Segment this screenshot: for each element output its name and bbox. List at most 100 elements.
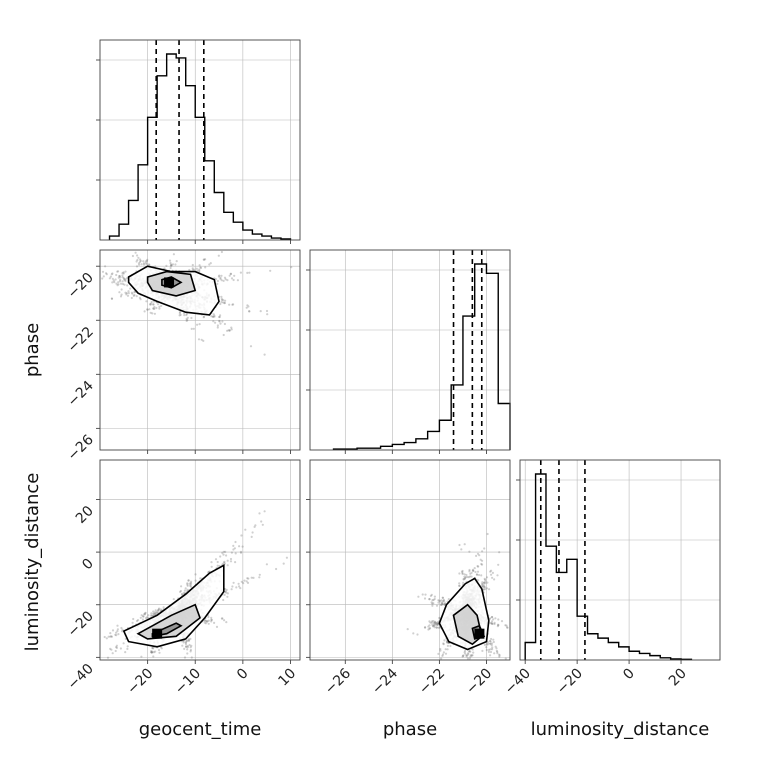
scatter-0-point <box>138 263 141 266</box>
scatter-2-point <box>458 582 461 585</box>
scatter-2-point <box>472 569 475 573</box>
scatter-1-point <box>260 520 263 523</box>
scatter-2-point <box>500 620 504 623</box>
scatter-1-point <box>110 635 113 638</box>
scatter-1-point <box>203 619 206 622</box>
hist-2-steps <box>524 473 693 661</box>
scatter-0-point <box>117 281 120 284</box>
scatter-2-point <box>505 624 508 627</box>
scatter-2-point <box>437 652 440 656</box>
scatter-0-point <box>185 319 188 322</box>
scatter-0-point <box>211 315 214 318</box>
scatter-0-point <box>131 254 134 258</box>
scatter-2-point <box>489 617 492 620</box>
scatter-0-point <box>229 272 232 275</box>
scatter-2-point <box>441 653 445 656</box>
scatter-0-point <box>149 303 152 306</box>
scatter-1-point <box>159 608 162 611</box>
scatter-1-point <box>150 614 154 617</box>
scatter-2-point <box>428 627 432 630</box>
scatter-1-point <box>265 563 268 566</box>
scatter-0-point <box>144 260 147 263</box>
scatter-1-point <box>240 580 243 583</box>
scatter-2-point <box>449 644 452 648</box>
scatter-0-ytick-label-1: −22 <box>65 324 97 356</box>
scatter-2-point <box>469 655 472 658</box>
scatter-2-point <box>484 582 487 585</box>
scatter-0-point <box>152 307 155 310</box>
scatter-1-point <box>230 588 233 591</box>
scatter-2-point <box>440 599 443 602</box>
scatter-2-point <box>469 572 472 575</box>
scatter-2-point <box>433 621 436 624</box>
scatter-1-point <box>180 585 183 588</box>
scatter-1-point <box>234 540 237 544</box>
scatter-1-point <box>186 639 189 643</box>
scatter-1-point <box>221 563 224 566</box>
scatter-0-point <box>265 309 269 313</box>
scatter-1-point <box>184 641 187 644</box>
scatter-1-point <box>110 648 113 651</box>
scatter-0-point <box>118 280 122 283</box>
scatter-1-point <box>103 635 106 639</box>
scatter-0-point <box>219 276 222 279</box>
scatter-0-point <box>266 313 269 316</box>
scatter-1-point <box>205 619 208 623</box>
scatter-2-point <box>433 624 436 627</box>
scatter-1-point <box>143 613 146 616</box>
scatter-2-point <box>493 578 496 581</box>
scatter-1-point <box>207 622 210 625</box>
scatter-geocent-time-vs-luminosity-distance: −20 −10 0 10 20 0 −20 −40 <box>65 459 301 698</box>
scatter-0-point <box>202 339 205 342</box>
scatter-0-point <box>169 261 172 265</box>
scatter-1-point <box>136 619 140 622</box>
scatter-0-point <box>152 307 155 310</box>
scatter-0-point <box>233 274 236 277</box>
scatter-1-point <box>245 580 248 583</box>
scatter-1-point <box>232 544 235 548</box>
scatter-2-point <box>486 532 489 536</box>
scatter-2-point <box>489 642 492 645</box>
scatter-1-point <box>237 582 240 585</box>
scatter-1-point <box>232 581 235 584</box>
scatter-2-point <box>465 655 468 658</box>
scatter-2-point <box>442 599 445 603</box>
scatter-2-point <box>433 595 436 598</box>
scatter-0-point <box>219 322 222 325</box>
scatter-0-point <box>139 259 142 262</box>
scatter-2-point <box>486 581 489 584</box>
scatter-2-point <box>489 570 492 573</box>
scatter-1-point <box>187 639 190 642</box>
scatter-1-point <box>224 550 227 554</box>
scatter-2-point <box>494 617 497 620</box>
scatter-0-point <box>129 287 132 290</box>
scatter-2-point <box>471 569 474 572</box>
scatter-0-point <box>130 291 133 294</box>
scatter-2-point <box>506 626 509 629</box>
scatter-1-point <box>183 589 186 592</box>
scatter-0-point <box>136 254 139 257</box>
scatter-2-point <box>416 633 419 636</box>
scatter-0-point <box>147 263 151 266</box>
scatter-0-point <box>132 294 135 297</box>
scatter-1-point <box>158 651 161 654</box>
scatter-0-point <box>216 326 219 329</box>
scatter-1-point <box>157 648 161 652</box>
scatter-1-point <box>121 628 124 631</box>
scatter-0-point <box>105 272 108 275</box>
scatter-1-point <box>157 608 160 611</box>
scatter-2-point <box>437 601 440 604</box>
scatter-2-point <box>458 543 461 547</box>
scatter-2-point <box>504 657 507 660</box>
hist-1-steps <box>332 263 511 450</box>
scatter-2-point <box>490 644 493 647</box>
scatter-0-point <box>143 310 146 313</box>
scatter-2-point <box>421 593 424 596</box>
scatter-1-point <box>226 564 229 567</box>
hist-2-xtick-label-2: 0 <box>620 666 638 684</box>
scatter-1-point <box>105 637 108 640</box>
scatter-1-point <box>250 535 253 539</box>
scatter-2-point <box>461 572 464 576</box>
scatter-2-point <box>440 602 443 605</box>
scatter-1-point <box>126 645 129 648</box>
